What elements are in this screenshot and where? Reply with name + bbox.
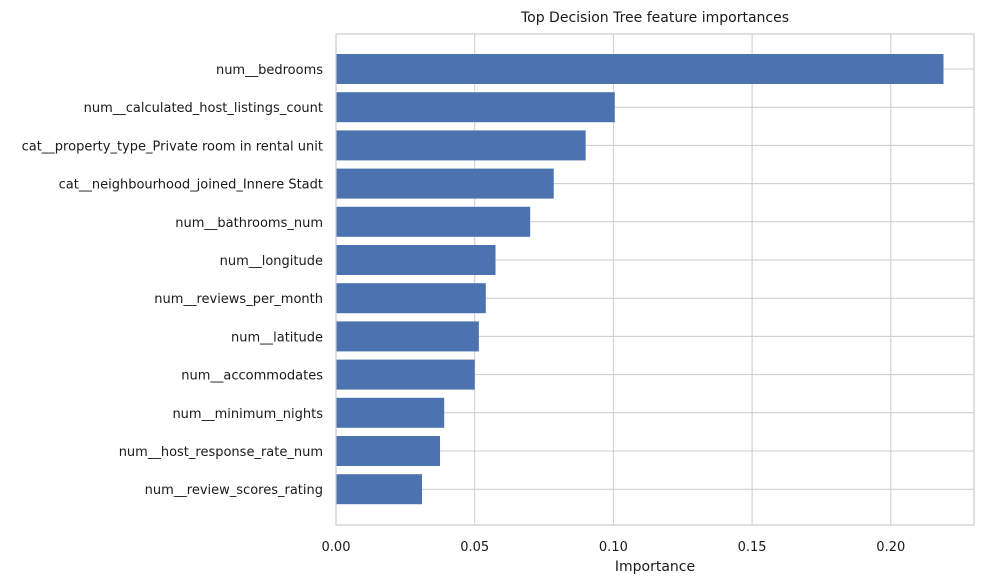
x-tick-label: 0.10 bbox=[599, 540, 628, 555]
x-tick-label: 0.20 bbox=[876, 540, 905, 555]
bar bbox=[336, 168, 554, 199]
chart-title: Top Decision Tree feature importances bbox=[520, 10, 789, 26]
bar bbox=[336, 436, 441, 466]
y-tick-label: num__reviews_per_month bbox=[154, 292, 323, 307]
y-tick-label: num__longitude bbox=[220, 254, 323, 269]
y-tick-label: num__bathrooms_num bbox=[175, 216, 323, 231]
y-tick-label: num__host_response_rate_num bbox=[119, 445, 323, 460]
bar bbox=[336, 359, 475, 390]
x-tick-labels: 0.00 0.05 0.10 0.15 0.20 bbox=[322, 540, 906, 555]
y-tick-label: num__minimum_nights bbox=[172, 407, 323, 422]
bars bbox=[336, 54, 944, 505]
x-axis-label: Importance bbox=[615, 559, 695, 575]
y-tick-label: num__calculated_host_listings_count bbox=[84, 101, 323, 116]
y-tick-label: cat__neighbourhood_joined_Innere Stadt bbox=[59, 178, 323, 193]
y-tick-label: cat__property_type_Private room in renta… bbox=[22, 139, 323, 154]
bar bbox=[336, 54, 944, 84]
y-tick-labels: num__bedrooms num__calculated_host_listin… bbox=[22, 63, 324, 498]
bar bbox=[336, 206, 531, 237]
y-tick-label: num__accommodates bbox=[181, 369, 323, 384]
bar bbox=[336, 130, 586, 161]
x-tick-label: 0.05 bbox=[460, 540, 489, 555]
bar bbox=[336, 245, 496, 275]
x-tick-label: 0.00 bbox=[322, 540, 351, 555]
bar bbox=[336, 321, 479, 352]
bar bbox=[336, 474, 422, 505]
y-tick-label: num__bedrooms bbox=[216, 63, 323, 78]
y-tick-label: num__latitude bbox=[231, 330, 323, 345]
x-tick-label: 0.15 bbox=[738, 540, 767, 555]
y-tick-label: num__review_scores_rating bbox=[145, 483, 323, 498]
plot-frame bbox=[335, 33, 975, 526]
bar bbox=[336, 397, 445, 428]
bar bbox=[336, 92, 615, 123]
bar bbox=[336, 283, 486, 314]
